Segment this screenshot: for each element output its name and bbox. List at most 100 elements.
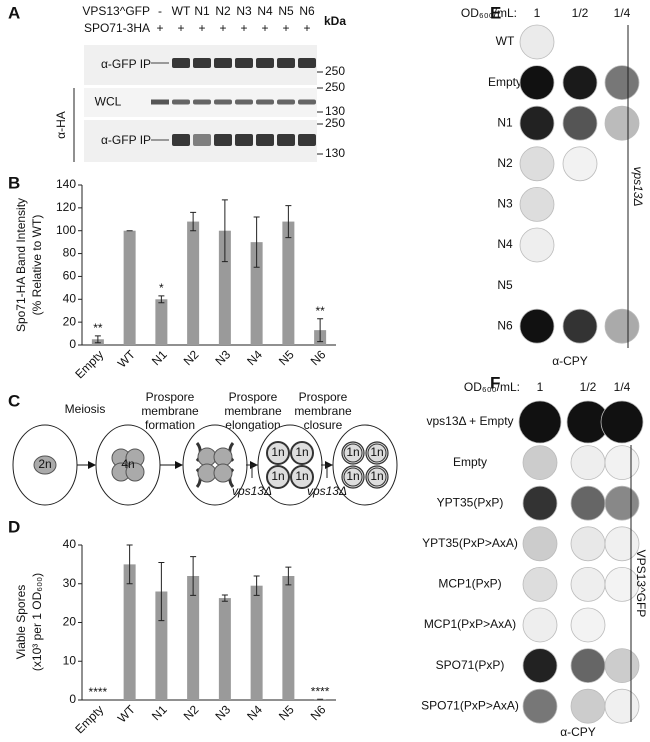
- strain-label: vps13Δ: [631, 166, 645, 206]
- blot-band: [277, 134, 295, 146]
- blot-band: [151, 99, 169, 105]
- x-tick-label: Empty: [72, 347, 106, 381]
- ploidy-label: 2n: [38, 457, 51, 471]
- spot: [522, 688, 558, 724]
- lane-label: +: [240, 21, 247, 35]
- blot-band: [298, 134, 316, 146]
- stage-label: elongation: [225, 418, 280, 432]
- significance-label: ****: [311, 684, 330, 698]
- stage-label: Prospore: [146, 390, 195, 404]
- blot-band: [298, 58, 316, 68]
- dilution-label: 1/4: [614, 6, 631, 20]
- lane-label: +: [282, 21, 289, 35]
- spot: [570, 445, 606, 481]
- spot: [522, 648, 558, 683]
- blot-band: [298, 99, 316, 105]
- bar: [155, 299, 168, 345]
- lobe: [213, 463, 233, 483]
- significance-label: **: [93, 321, 103, 335]
- blot-band: [193, 58, 211, 68]
- blot-band: [151, 139, 169, 141]
- blot-strip-label: WCL: [95, 95, 122, 109]
- spore: [365, 441, 389, 465]
- row-label: N6: [497, 318, 513, 332]
- blot-band: [172, 99, 190, 105]
- spot: [604, 445, 640, 481]
- spot: [519, 308, 555, 344]
- y-tick-label: 40: [63, 537, 77, 551]
- x-tick-label: N5: [276, 702, 297, 723]
- spot: [519, 186, 555, 222]
- error-bar: [190, 556, 197, 596]
- blot-band: [256, 99, 274, 105]
- error-bar: [94, 335, 101, 344]
- marker-label: 250: [325, 116, 345, 130]
- error-bar: [285, 566, 292, 586]
- error-bar: [221, 199, 228, 263]
- spot: [604, 308, 640, 344]
- stage-label: membrane: [141, 404, 199, 418]
- ploidy-label: 1n: [271, 445, 284, 459]
- blot-band: [277, 58, 295, 68]
- panel-label: D: [8, 517, 20, 536]
- y-tick-label: 140: [56, 177, 76, 191]
- stage-label: Prospore: [299, 390, 348, 404]
- spot: [570, 607, 606, 643]
- row-label: SPO71(PxP>AxA): [421, 698, 519, 712]
- spot: [600, 400, 644, 444]
- lane-label: -: [158, 4, 162, 18]
- x-tick-label: N4: [244, 702, 265, 723]
- blot-row-label: SPO71-3HA: [84, 21, 150, 35]
- bar: [250, 585, 263, 700]
- row-label: MCP1(PxP): [438, 577, 501, 591]
- probe-label: α-CPY: [560, 725, 596, 739]
- marker-label: 130: [325, 104, 345, 118]
- bar: [187, 221, 200, 345]
- probe-label: α-CPY: [552, 354, 588, 368]
- y-tick-label: 60: [63, 269, 77, 283]
- spore-wall: [367, 467, 387, 487]
- spot: [519, 105, 555, 141]
- spot: [604, 648, 640, 683]
- marker-label: 250: [325, 80, 345, 94]
- spot: [604, 105, 640, 141]
- blot-band: [214, 134, 232, 146]
- spore-wall: [367, 443, 387, 463]
- spot: [570, 688, 606, 724]
- blot-band: [235, 134, 253, 146]
- lane-label: +: [261, 21, 268, 35]
- y-tick-label: 40: [63, 291, 77, 305]
- y-tick-label: 20: [63, 314, 77, 328]
- blot-row-label: VPS13^GFP: [82, 4, 150, 18]
- ploidy-label: 1n: [346, 445, 359, 459]
- error-bar: [285, 205, 292, 239]
- row-label: vps13Δ + Empty: [426, 414, 513, 428]
- blot-band: [172, 134, 190, 146]
- panel-label: E: [490, 3, 501, 22]
- ploidy-label: 1n: [370, 445, 383, 459]
- dilution-label: 1/4: [614, 380, 631, 394]
- x-tick-label: N1: [149, 347, 170, 368]
- spot: [604, 65, 640, 100]
- stage-label: Prospore: [229, 390, 278, 404]
- y-axis-label: (x10³ per 1 OD₆₀₀): [30, 573, 44, 671]
- stage-label: membrane: [224, 404, 282, 418]
- y-tick-label: 0: [69, 692, 76, 706]
- bar: [123, 564, 136, 700]
- spore-wall: [343, 443, 363, 463]
- bar: [218, 598, 231, 700]
- x-tick-label: N3: [212, 347, 233, 368]
- x-tick-label: WT: [115, 702, 139, 726]
- y-tick-label: 80: [63, 246, 77, 260]
- bar: [218, 230, 231, 345]
- spot: [562, 65, 598, 100]
- od-header: OD₆₀₀/mL:: [464, 380, 520, 394]
- spot: [522, 445, 558, 481]
- marker-label: 250: [325, 64, 345, 78]
- lane-label: N6: [299, 4, 315, 18]
- lane-label: N3: [236, 4, 252, 18]
- spore: [341, 441, 365, 465]
- y-tick-label: 20: [63, 615, 77, 629]
- dilution-label: 1: [537, 380, 544, 394]
